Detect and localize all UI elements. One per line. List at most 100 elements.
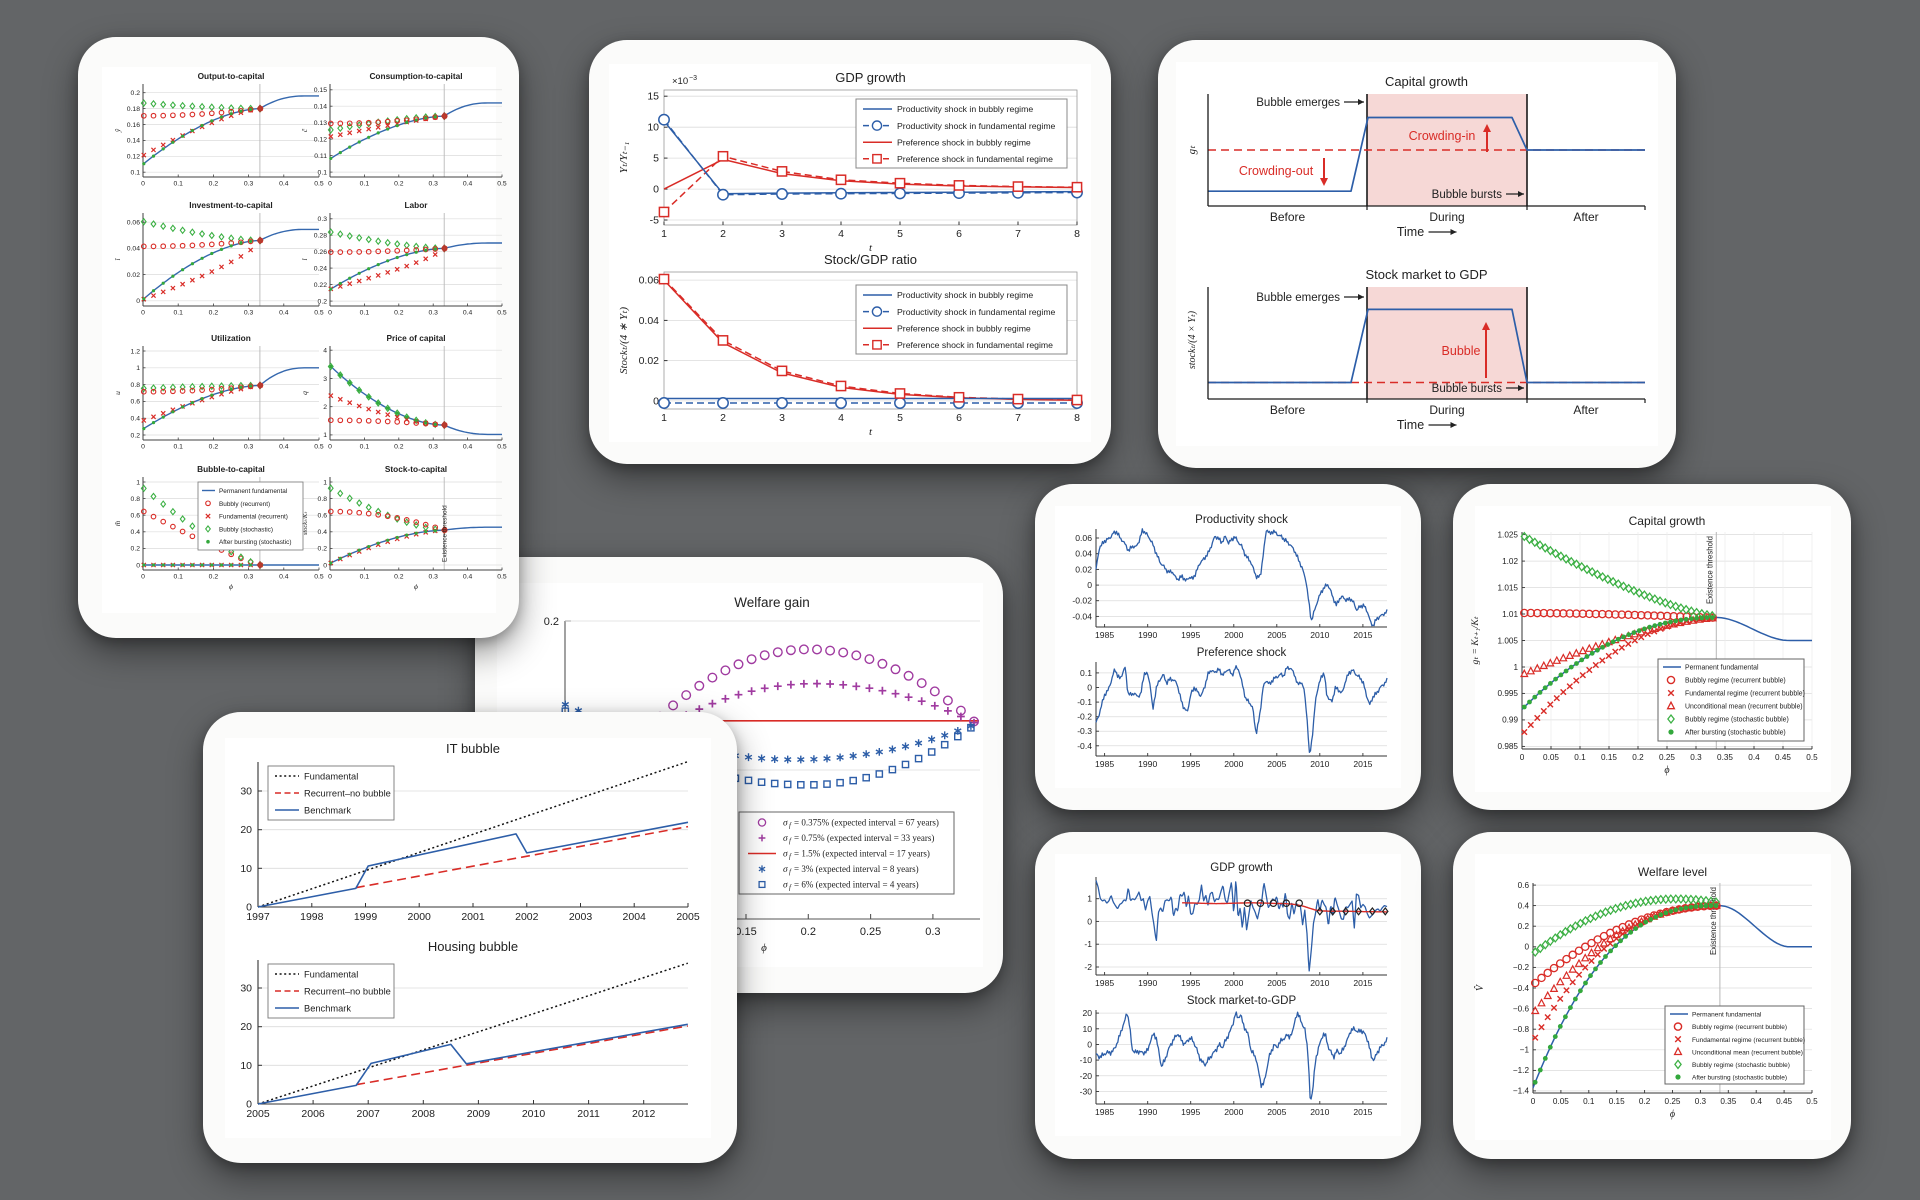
svg-text:Utilization: Utilization	[211, 333, 251, 343]
svg-text:0.22: 0.22	[314, 282, 327, 289]
svg-text:0: 0	[1087, 1040, 1092, 1050]
svg-text:0.12: 0.12	[127, 154, 140, 161]
svg-text:10: 10	[647, 122, 659, 134]
svg-text:Bubbly (stochastic): Bubbly (stochastic)	[219, 526, 273, 533]
svg-text:0: 0	[141, 444, 145, 451]
svg-text:= 0.375% (expected interval =: = 0.375% (expected interval = 67 years)	[794, 818, 939, 828]
svg-text:0.06: 0.06	[1075, 533, 1092, 543]
svg-text:Capital growth: Capital growth	[1629, 514, 1706, 528]
svg-text:2000: 2000	[1224, 1107, 1243, 1117]
svg-text:0: 0	[1531, 1097, 1536, 1106]
svg-text:Fundamental: Fundamental	[304, 772, 358, 782]
svg-text:0.15: 0.15	[735, 926, 756, 938]
svg-text:0.3: 0.3	[244, 310, 254, 317]
svg-text:0.25: 0.25	[1665, 1097, 1681, 1106]
svg-text:0.2: 0.2	[394, 444, 404, 451]
svg-text:Bubbly regime (stochastic bubb: Bubbly regime (stochastic bubble)	[1685, 717, 1789, 724]
svg-text:10: 10	[240, 863, 252, 875]
svg-text:−1: −1	[1520, 1046, 1530, 1055]
svg-text:−0.2: −0.2	[1513, 963, 1530, 972]
svg-text:1.2: 1.2	[131, 348, 141, 355]
svg-text:1999: 1999	[354, 911, 378, 923]
svg-text:0: 0	[141, 574, 145, 581]
svg-text:1: 1	[136, 479, 140, 486]
svg-text:0: 0	[136, 562, 140, 569]
svg-text:î: î	[113, 258, 122, 261]
svg-text:Fundamental (recurrent): Fundamental (recurrent)	[219, 514, 288, 521]
svg-text:0.4: 0.4	[1751, 1097, 1763, 1106]
svg-text:0.12: 0.12	[314, 136, 327, 143]
svg-text:0.5: 0.5	[497, 181, 507, 188]
svg-text:2008: 2008	[412, 1108, 436, 1120]
svg-text:0.1: 0.1	[1080, 668, 1092, 678]
svg-text:Productivity shock: Productivity shock	[1195, 514, 1288, 526]
svg-text:Bubbly regime (stochastic bubb: Bubbly regime (stochastic bubble)	[1692, 1062, 1790, 1069]
svg-text:0.2: 0.2	[209, 444, 219, 451]
svg-text:0.25: 0.25	[860, 926, 881, 938]
svg-text:Consumption-to-capital: Consumption-to-capital	[369, 71, 462, 81]
svg-text:Fundamental regime (recurrent: Fundamental regime (recurrent bubble)	[1692, 1037, 1805, 1044]
svg-text:0.2: 0.2	[394, 574, 404, 581]
svg-text:Crowding-in: Crowding-in	[1409, 129, 1476, 143]
svg-text:0.3: 0.3	[428, 444, 438, 451]
svg-text:0.2: 0.2	[1632, 753, 1644, 762]
svg-text:1.005: 1.005	[1498, 636, 1519, 645]
svg-text:0.2: 0.2	[801, 926, 816, 938]
svg-text:During: During	[1429, 403, 1464, 417]
svg-text:f: f	[789, 868, 792, 876]
svg-text:1.01: 1.01	[1502, 610, 1518, 619]
svg-text:1.015: 1.015	[1498, 583, 1519, 592]
svg-text:1.02: 1.02	[1502, 557, 1518, 566]
svg-text:Preference shock: Preference shock	[1197, 647, 1287, 659]
svg-text:2015: 2015	[1353, 759, 1372, 769]
svg-text:-1: -1	[1084, 939, 1092, 949]
svg-text:0.4: 0.4	[463, 310, 473, 317]
svg-text:0.45: 0.45	[1775, 753, 1791, 762]
svg-text:0.5: 0.5	[314, 181, 324, 188]
svg-text:2: 2	[323, 404, 327, 411]
svg-text:0: 0	[1087, 580, 1092, 590]
svg-text:Before: Before	[1270, 403, 1306, 417]
svg-text:-30: -30	[1080, 1087, 1093, 1097]
svg-text:1995: 1995	[1181, 630, 1200, 640]
svg-text:0.5: 0.5	[1806, 1097, 1818, 1106]
svg-text:1995: 1995	[1181, 1107, 1200, 1117]
svg-text:2000: 2000	[1224, 630, 1243, 640]
svg-text:0.2: 0.2	[544, 616, 559, 628]
svg-text:0.02: 0.02	[1075, 564, 1092, 574]
svg-text:Fundamental regime (recurrent: Fundamental regime (recurrent bubble)	[1685, 691, 1805, 698]
svg-text:1985: 1985	[1095, 759, 1114, 769]
svg-text:0.02: 0.02	[639, 355, 660, 367]
svg-text:0: 0	[136, 298, 140, 305]
svg-text:1: 1	[1087, 894, 1092, 904]
svg-text:0.3: 0.3	[428, 310, 438, 317]
svg-text:0.35: 0.35	[1720, 1097, 1736, 1106]
svg-text:0.3: 0.3	[318, 216, 328, 223]
svg-text:1985: 1985	[1095, 978, 1114, 988]
svg-text:0: 0	[246, 902, 252, 914]
svg-text:Bubbly regime (recurrent bubbl: Bubbly regime (recurrent bubble)	[1685, 678, 1786, 685]
svg-text:f: f	[789, 884, 792, 892]
svg-text:0.3: 0.3	[244, 574, 254, 581]
svg-text:Recurrent–no bubble: Recurrent–no bubble	[304, 987, 391, 997]
svg-text:Bubbly regime (recurrent bubbl: Bubbly regime (recurrent bubble)	[1692, 1024, 1787, 1031]
svg-text:0.02: 0.02	[127, 272, 140, 279]
svg-text:0.28: 0.28	[314, 233, 327, 240]
svg-text:0.35: 0.35	[1717, 753, 1733, 762]
svg-text:0.8: 0.8	[131, 496, 141, 503]
svg-text:−0.8: −0.8	[1513, 1025, 1530, 1034]
svg-text:Before: Before	[1270, 210, 1306, 224]
svg-text:0.3: 0.3	[925, 926, 940, 938]
svg-text:0.4: 0.4	[279, 574, 289, 581]
svg-text:0.1: 0.1	[1583, 1097, 1595, 1106]
svg-text:0.14: 0.14	[127, 138, 140, 145]
svg-text:-0.3: -0.3	[1077, 726, 1092, 736]
svg-text:0: 0	[246, 1099, 252, 1111]
svg-text:×10: ×10	[672, 76, 688, 87]
svg-text:-0.02: -0.02	[1072, 596, 1092, 606]
svg-text:5: 5	[897, 412, 903, 424]
svg-text:Output-to-capital: Output-to-capital	[198, 71, 265, 81]
svg-text:20: 20	[240, 824, 252, 836]
svg-text:0.1: 0.1	[318, 169, 328, 176]
svg-text:-5: -5	[650, 215, 659, 227]
